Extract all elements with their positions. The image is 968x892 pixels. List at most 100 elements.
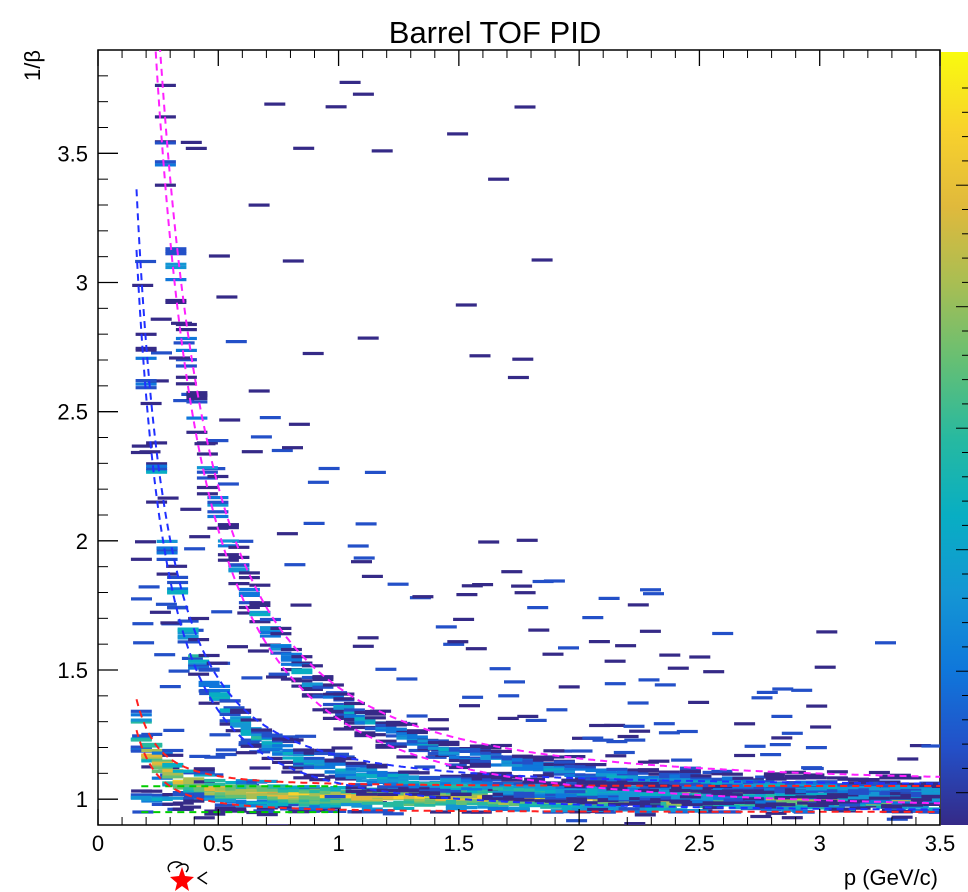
heat-cell-613 (414, 765, 436, 769)
heat-cell-2013 (627, 771, 649, 775)
heat-cell-1133 (146, 466, 168, 471)
heat-cell-1847 (396, 722, 418, 726)
heat-cell-1742 (238, 571, 260, 575)
heat-cell-1192 (230, 722, 252, 726)
heat-cell-180 (751, 696, 773, 700)
heat-cell-139 (135, 259, 157, 264)
heat-cell-2133 (805, 776, 827, 780)
heat-cell-1795 (322, 710, 344, 714)
heat-cell-1276 (345, 775, 367, 780)
heat-cell-1447 (597, 793, 619, 797)
heat-cell-1872 (427, 727, 449, 731)
heat-cell-1709 (196, 470, 218, 474)
heat-cell-2184 (879, 780, 901, 785)
heat-cell-2228 (219, 418, 241, 422)
heat-cell-32 (232, 539, 254, 543)
heat-cell-1788 (312, 677, 334, 682)
heat-cell-1526 (713, 796, 735, 800)
heat-cell-113 (353, 556, 375, 560)
heat-cell-2252 (469, 354, 491, 358)
heat-cell-1625 (849, 795, 871, 799)
heat-cell-1974 (574, 765, 596, 769)
heat-cell-572 (382, 804, 404, 808)
heat-cell-2162 (847, 791, 869, 795)
heat-cell-545 (351, 804, 373, 808)
heat-cell-208 (425, 755, 447, 759)
heat-cell-2215 (921, 795, 940, 799)
heat-cell-1852 (396, 677, 418, 681)
heat-cell-1172 (209, 684, 231, 688)
heat-cell-93 (163, 728, 185, 732)
heat-cell-2200 (900, 776, 922, 780)
heat-cell-1268 (335, 773, 357, 778)
heat-cell-341 (141, 732, 163, 736)
colorbar-ticks (956, 87, 968, 794)
heat-cell-261 (130, 793, 152, 797)
heat-cell-90 (689, 655, 711, 659)
heat-cell-205 (617, 734, 639, 739)
heat-cell-230 (157, 496, 179, 500)
heat-cell-143 (803, 773, 825, 777)
heat-cell-114 (525, 718, 547, 722)
heat-cell-1936 (522, 780, 544, 784)
heat-cell-345 (141, 753, 163, 757)
heat-cell-22 (284, 563, 306, 567)
heat-cell-269 (162, 796, 184, 800)
heat-cell-1604 (818, 801, 840, 806)
heat-cell-305 (267, 824, 289, 825)
heat-cell-1202 (251, 731, 273, 735)
heat-cell-1836 (375, 667, 397, 671)
heat-cell-2079 (721, 772, 743, 776)
heat-cell-1687 (165, 300, 187, 304)
heat-cell-1210 (261, 742, 283, 746)
heat-cell-1805 (333, 706, 355, 710)
heat-cell-470 (267, 802, 289, 807)
heat-cell-2245 (180, 140, 202, 144)
heat-cell-152 (328, 752, 349, 756)
heat-cell-1359 (471, 780, 493, 785)
heat-cell-676 (487, 803, 509, 807)
heat-cell-188 (532, 579, 554, 584)
heat-cell-236 (189, 754, 211, 758)
heat-cell-1714 (207, 514, 229, 519)
heat-cell-823 (624, 738, 646, 742)
heat-cell-1191 (230, 716, 252, 720)
heat-cell-360 (162, 775, 184, 779)
heat-cell-1439 (587, 807, 609, 812)
heat-cell-369 (172, 769, 194, 773)
heat-cell-2138 (805, 746, 827, 750)
heat-cell-2230 (516, 538, 538, 542)
heat-cell-2234 (302, 351, 324, 356)
heat-cell-1810 (343, 701, 365, 706)
heat-cell-443 (246, 801, 268, 805)
heat-cell-706 (508, 806, 530, 810)
heat-cell-309 (277, 735, 299, 739)
band-curve-1-1 (135, 698, 940, 787)
heat-cell-2073 (711, 769, 733, 773)
heat-cell-115 (462, 695, 484, 699)
heat-cell-988 (792, 809, 814, 813)
heat-cell-2219 (248, 389, 270, 393)
heat-cell-1347 (450, 784, 472, 788)
heat-cell-554 (361, 801, 383, 805)
heat-cell-1979 (585, 763, 607, 767)
heat-cell-210 (517, 714, 539, 718)
heat-cell-1692 (175, 364, 197, 368)
heat-cell-1199 (240, 718, 262, 722)
heat-cell-1718 (207, 496, 229, 500)
heat-cell-1681 (154, 83, 176, 87)
heat-cell-682 (487, 807, 509, 811)
heat-cell-1178 (209, 694, 231, 698)
heat-cell-2211 (921, 788, 940, 792)
heat-cell-1768 (280, 647, 302, 652)
heat-cell-2065 (700, 790, 722, 794)
heat-cell-2025 (648, 759, 670, 763)
heat-cell-2251 (208, 254, 230, 258)
heat-cell-1300 (387, 784, 409, 788)
heat-cell-1796 (322, 695, 344, 699)
heat-cell-191 (875, 641, 896, 645)
heat-cell-1824 (364, 716, 386, 720)
heat-cell-1554 (744, 744, 766, 748)
heat-cell-392 (193, 773, 215, 777)
heat-cell-361 (162, 753, 184, 757)
